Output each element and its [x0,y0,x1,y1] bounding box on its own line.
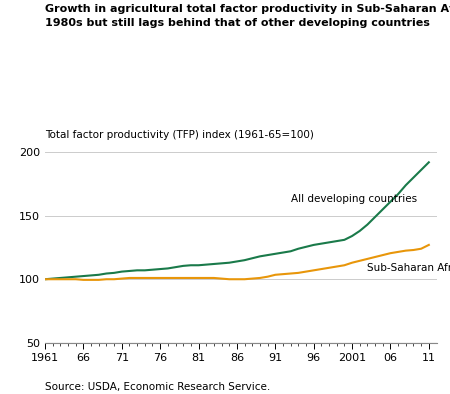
Text: Sub-Saharan Africa: Sub-Saharan Africa [367,263,450,273]
Text: Source: USDA, Economic Research Service.: Source: USDA, Economic Research Service. [45,382,270,392]
Text: Growth in agricultural total factor productivity in Sub-Saharan Africa picked up: Growth in agricultural total factor prod… [45,4,450,14]
Text: Total factor productivity (TFP) index (1961-65=100): Total factor productivity (TFP) index (1… [45,130,314,140]
Text: 1980s but still lags behind that of other developing countries: 1980s but still lags behind that of othe… [45,18,430,28]
Text: All developing countries: All developing countries [291,194,417,204]
